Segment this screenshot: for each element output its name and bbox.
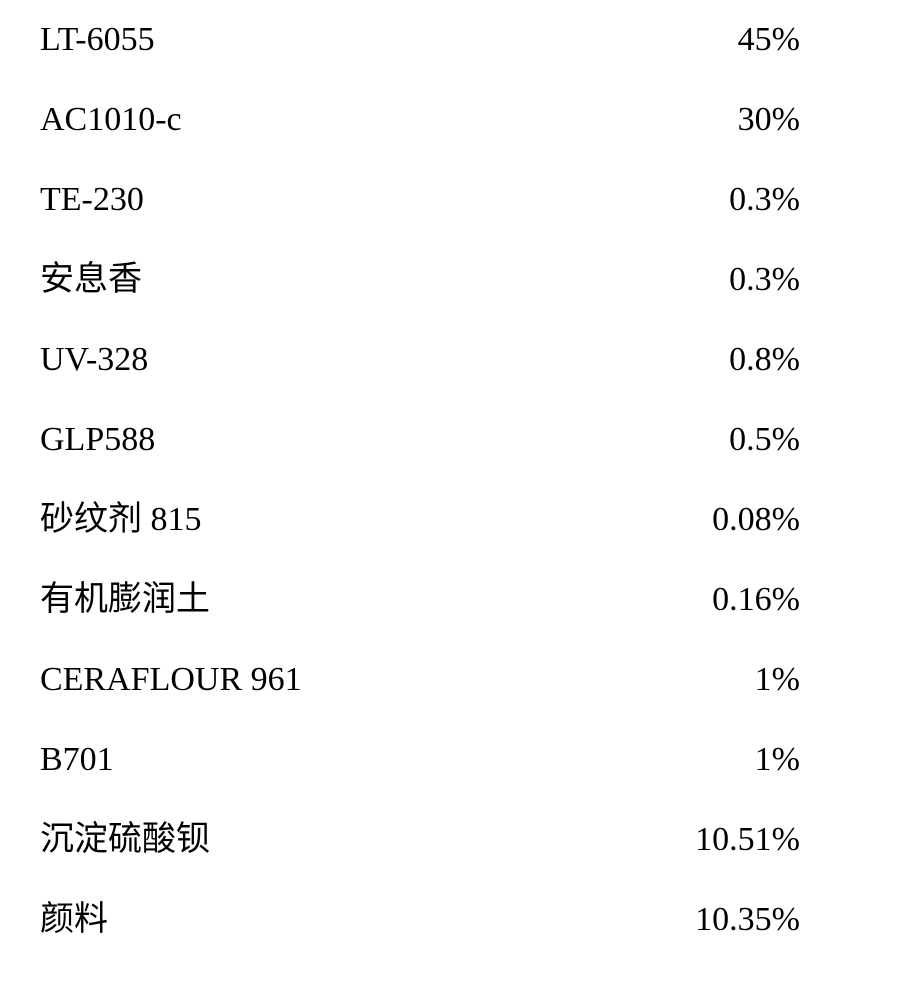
ingredient-label: CERAFLOUR 961 <box>40 660 540 701</box>
ingredient-value: 0.08% <box>540 500 800 541</box>
ingredient-value: 0.3% <box>540 260 800 301</box>
table-row: 砂纹剂 815 0.08% <box>40 500 864 580</box>
table-row: 安息香 0.3% <box>40 260 864 340</box>
table-row: LT-6055 45% <box>40 20 864 100</box>
table-row: B701 1% <box>40 740 864 820</box>
ingredient-label: 有机膨润土 <box>40 580 540 621</box>
ingredient-value: 10.51% <box>540 820 800 861</box>
ingredient-label: 砂纹剂 815 <box>40 500 540 541</box>
table-row: 有机膨润土 0.16% <box>40 580 864 660</box>
ingredient-value: 1% <box>540 740 800 781</box>
ingredient-label: UV-328 <box>40 340 540 381</box>
composition-table: LT-6055 45% AC1010-c 30% TE-230 0.3% 安息香… <box>0 0 924 1000</box>
ingredient-label: AC1010-c <box>40 100 540 141</box>
ingredient-label: 沉淀硫酸钡 <box>40 820 540 861</box>
ingredient-value: 30% <box>540 100 800 141</box>
table-row: 颜料 10.35% <box>40 900 864 980</box>
ingredient-label: B701 <box>40 740 540 781</box>
ingredient-label: 颜料 <box>40 900 540 941</box>
ingredient-label: GLP588 <box>40 420 540 461</box>
ingredient-label: LT-6055 <box>40 20 540 61</box>
ingredient-value: 45% <box>540 20 800 61</box>
table-row: TE-230 0.3% <box>40 180 864 260</box>
table-row: 沉淀硫酸钡 10.51% <box>40 820 864 900</box>
ingredient-label: TE-230 <box>40 180 540 221</box>
table-row: UV-328 0.8% <box>40 340 864 420</box>
ingredient-value: 0.8% <box>540 340 800 381</box>
ingredient-value: 0.16% <box>540 580 800 621</box>
ingredient-value: 0.5% <box>540 420 800 461</box>
ingredient-value: 10.35% <box>540 900 800 941</box>
table-row: CERAFLOUR 961 1% <box>40 660 864 740</box>
ingredient-label: 安息香 <box>40 260 540 301</box>
table-row: AC1010-c 30% <box>40 100 864 180</box>
table-row: GLP588 0.5% <box>40 420 864 500</box>
ingredient-value: 1% <box>540 660 800 701</box>
ingredient-value: 0.3% <box>540 180 800 221</box>
